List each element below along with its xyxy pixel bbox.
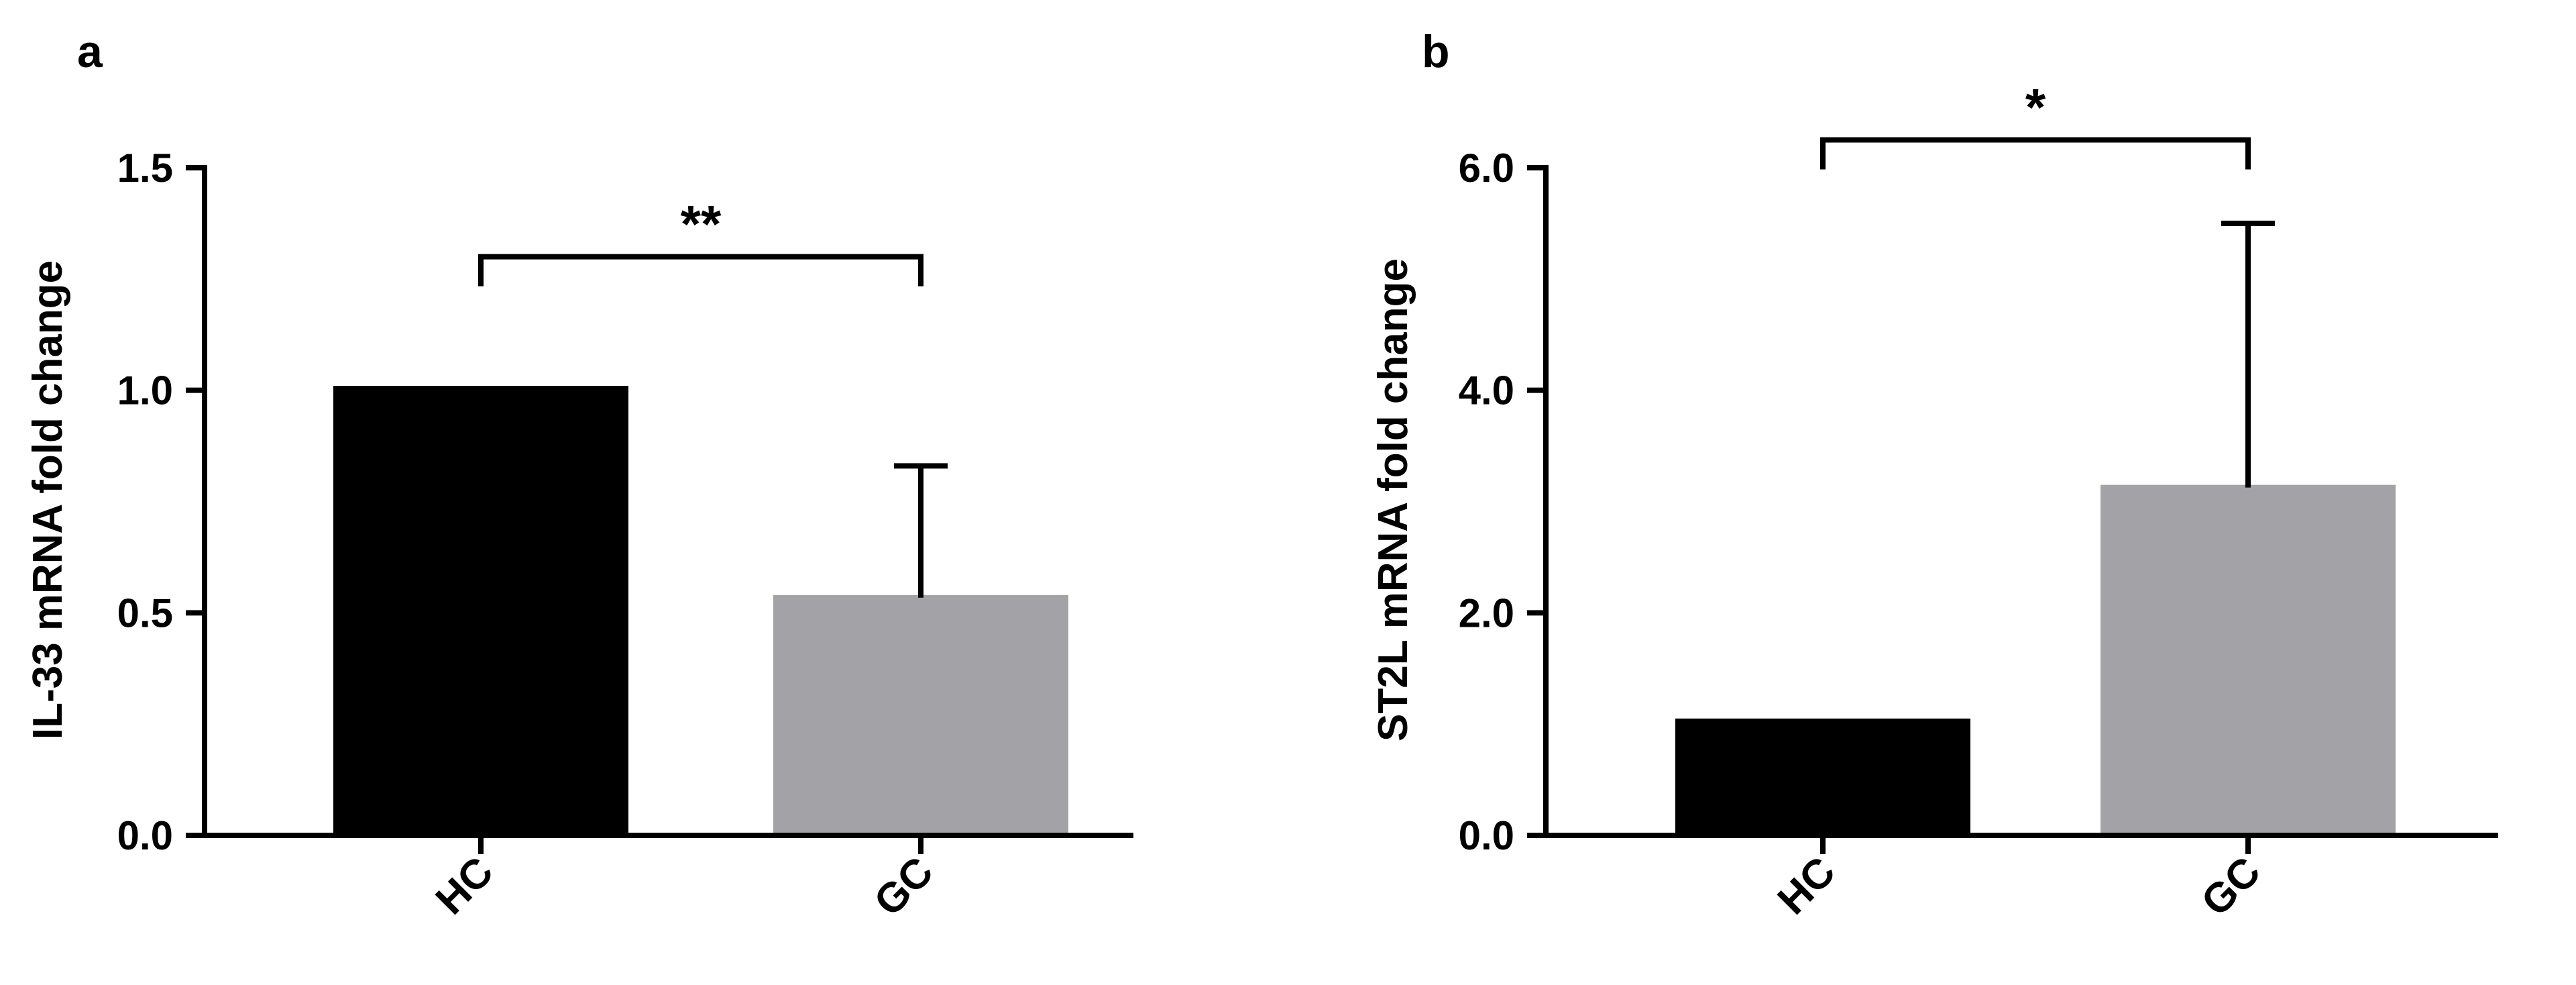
bar-hc (333, 386, 628, 835)
significance-label: * (2025, 78, 2046, 137)
significance-bracket (478, 254, 923, 287)
x-tick-label-gc: GC (2192, 848, 2270, 925)
panel-label-b: b (1422, 26, 1450, 77)
y-tick-label: 1.5 (117, 146, 173, 191)
significance-bracket (1820, 137, 2251, 170)
y-tick-label: 1.0 (117, 368, 173, 413)
y-axis-title: ST2L mRNA fold change (1370, 258, 1416, 741)
x-tick-label-hc: HC (1769, 848, 1844, 923)
x-tick-label-hc: HC (427, 848, 502, 923)
y-tick-label: 0.0 (117, 813, 173, 858)
y-tick-label: 2.0 (1459, 590, 1514, 635)
chart-st2l: 0.0 2.0 4.0 6.0 HC GC ST2L mRNA fold change * (1370, 78, 2498, 925)
y-axis-title: IL-33 mRNA fold change (25, 260, 71, 739)
bar-gc (773, 594, 1068, 835)
x-tick-label-gc: GC (865, 848, 942, 925)
y-tick-label: 0.5 (117, 590, 173, 635)
bar-gc (2101, 484, 2396, 835)
significance-label: ** (681, 195, 722, 254)
y-tick-label: 6.0 (1459, 146, 1514, 191)
panel-label-a: a (77, 26, 103, 77)
bar-hc (1675, 718, 1970, 835)
y-tick-label: 4.0 (1459, 368, 1514, 413)
y-tick-label: 0.0 (1459, 813, 1514, 858)
chart-il33: 0.0 0.5 1.0 1.5 HC GC IL-33 mRNA fold change ** (25, 146, 1133, 925)
